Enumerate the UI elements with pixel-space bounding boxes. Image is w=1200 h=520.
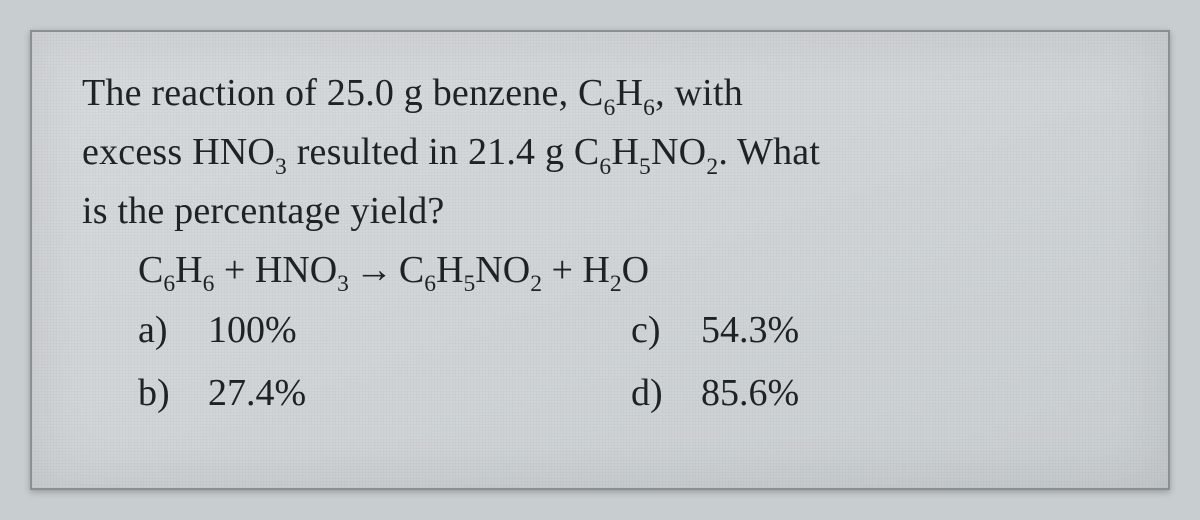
eq-water: H2O bbox=[582, 249, 649, 291]
chem-sub: 6 bbox=[599, 154, 611, 180]
chem-hno: HNO bbox=[255, 249, 337, 291]
stem-line-2: excess HNO3 resulted in 21.4 g C6H5NO2. … bbox=[82, 123, 1124, 182]
stem-text: with bbox=[665, 72, 743, 114]
chem-hno: HNO bbox=[192, 131, 275, 173]
chem-sub: 6 bbox=[643, 95, 655, 121]
chem-no: NO bbox=[475, 249, 530, 291]
chem-c: C bbox=[574, 131, 600, 173]
stem-text: resulted in 21.4 g bbox=[287, 131, 574, 173]
chem-h: H bbox=[175, 249, 202, 291]
chem-sub: 2 bbox=[610, 271, 622, 297]
chem-sub: 2 bbox=[706, 154, 718, 180]
option-value: 85.6% bbox=[701, 365, 799, 422]
question-card: The reaction of 25.0 g benzene, C6H6, wi… bbox=[30, 30, 1170, 490]
option-value: 27.4% bbox=[208, 365, 306, 422]
chem-sub: 3 bbox=[337, 271, 349, 297]
punct: . bbox=[718, 131, 728, 173]
stem-text: The reaction of 25.0 g benzene, bbox=[82, 72, 578, 114]
answer-options: a) 100% c) 54.3% b) 27.4% d) 85.6% bbox=[82, 302, 1124, 422]
chem-h: H bbox=[582, 249, 609, 291]
option-b[interactable]: b) 27.4% bbox=[138, 365, 571, 422]
eq-benzene: C6H6 bbox=[138, 249, 214, 291]
eq-product: C6H5NO2 bbox=[399, 249, 542, 291]
stem-text: What bbox=[728, 131, 820, 173]
option-value: 100% bbox=[208, 302, 297, 359]
option-label: a) bbox=[138, 302, 184, 359]
option-value: 54.3% bbox=[701, 302, 799, 359]
chem-sub: 5 bbox=[464, 271, 476, 297]
stem-line-3: is the percentage yield? bbox=[82, 182, 1124, 241]
formula-benzene: C6H6, bbox=[578, 72, 665, 114]
chem-no: NO bbox=[651, 131, 706, 173]
plus: + bbox=[542, 249, 582, 291]
option-d[interactable]: d) 85.6% bbox=[631, 365, 1064, 422]
chem-sub: 5 bbox=[639, 154, 651, 180]
stem-text: excess bbox=[82, 131, 192, 173]
reaction-equation: C6H6 + HNO3→C6H5NO2 + H2O bbox=[82, 241, 1124, 300]
formula-hno3: HNO3 bbox=[192, 131, 287, 173]
option-label: c) bbox=[631, 302, 677, 359]
chem-sub: 6 bbox=[163, 271, 175, 297]
eq-hno3: HNO3 bbox=[255, 249, 349, 291]
punct: , bbox=[655, 72, 665, 114]
chem-sub: 6 bbox=[604, 95, 616, 121]
chem-sub: 6 bbox=[203, 271, 215, 297]
chem-h: H bbox=[616, 72, 644, 114]
plus: + bbox=[214, 249, 254, 291]
question-stem: The reaction of 25.0 g benzene, C6H6, wi… bbox=[82, 64, 1124, 241]
chem-sub: 6 bbox=[424, 271, 436, 297]
arrow-icon: → bbox=[349, 249, 399, 291]
stem-line-1: The reaction of 25.0 g benzene, C6H6, wi… bbox=[82, 64, 1124, 123]
chem-h: H bbox=[436, 249, 463, 291]
option-a[interactable]: a) 100% bbox=[138, 302, 571, 359]
chem-h: H bbox=[611, 131, 639, 173]
chem-sub: 2 bbox=[530, 271, 542, 297]
chem-c: C bbox=[399, 249, 424, 291]
formula-product: C6H5NO2. bbox=[574, 131, 728, 173]
option-label: d) bbox=[631, 365, 677, 422]
chem-o: O bbox=[622, 249, 649, 291]
chem-c: C bbox=[578, 72, 604, 114]
option-label: b) bbox=[138, 365, 184, 422]
chem-sub: 3 bbox=[275, 154, 287, 180]
chem-c: C bbox=[138, 249, 163, 291]
option-c[interactable]: c) 54.3% bbox=[631, 302, 1064, 359]
